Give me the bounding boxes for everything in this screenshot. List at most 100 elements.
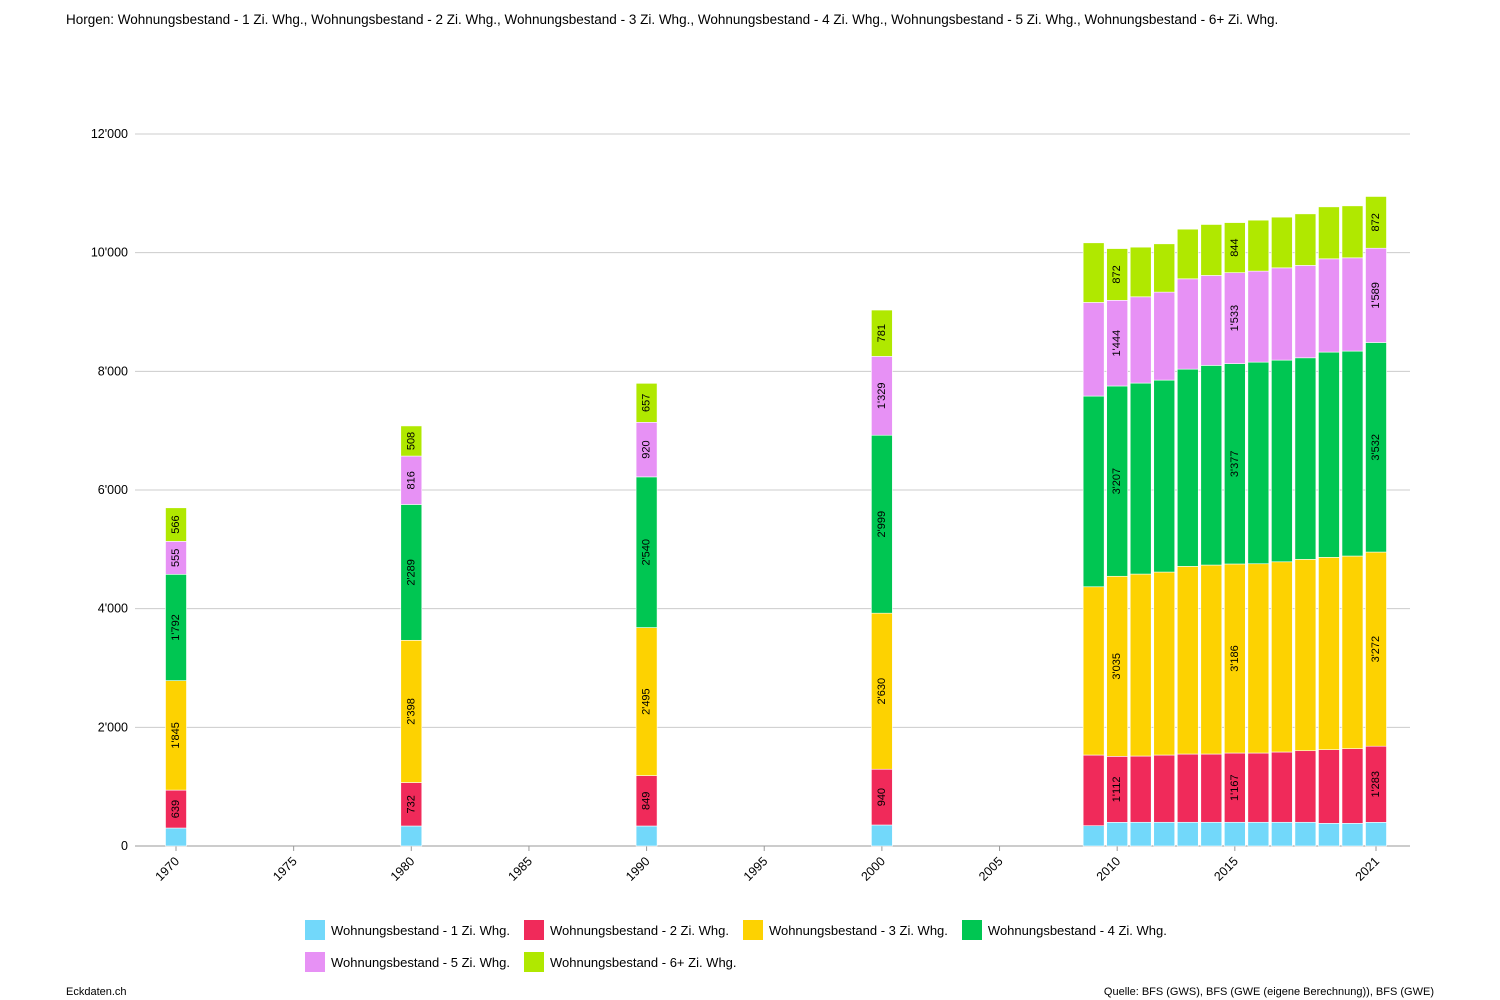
bar-segment [1200,564,1223,755]
bar-segment [1294,821,1317,847]
bar-segment [1318,206,1340,260]
bar-segment [1129,382,1152,575]
bar-segment [1200,753,1223,823]
legend-swatch [523,952,544,972]
y-tick-label: 6'000 [98,483,128,497]
footer-source: Quelle: BFS (GWS), BFS (GWE (eigene Bere… [1103,986,1434,998]
bar-segment [1176,278,1199,370]
legend-swatch [305,920,325,940]
legend-item[interactable]: Wohnungsbestand - 5 Zi. Whg. [305,952,510,972]
x-tick-label: 1995 [741,854,771,884]
bar-segment [1082,395,1105,588]
bar-segment [1247,219,1270,272]
data-label: 872 [1111,265,1123,283]
bar-segment [1176,821,1199,847]
bar-segment [1294,559,1317,752]
bar-segment [1294,265,1317,359]
x-tick-label: 1970 [153,854,183,884]
legend-item[interactable]: Wohnungsbestand - 2 Zi. Whg. [523,920,729,940]
bar-segment [1365,196,1387,249]
bar-segment [1271,821,1293,847]
legend-swatch [961,920,982,940]
data-label: 1'792 [170,614,182,641]
data-label: 3'186 [1229,645,1241,672]
data-label: 2'630 [876,678,888,705]
bar-segment [1082,302,1105,397]
bar-segment [871,824,893,847]
bar-segment [1153,571,1176,756]
bar-segment [1129,755,1152,823]
data-label: 566 [170,515,182,533]
bar-segment [635,825,658,847]
bar-segment [1247,563,1270,754]
legend-label: Wohnungsbestand - 4 Zi. Whg. [987,922,1167,938]
data-label: 3'207 [1111,468,1123,495]
data-label: 3'377 [1229,451,1241,478]
bar-segment [1106,248,1128,301]
bar-segment [1365,822,1387,847]
x-tick-label: 2015 [1211,854,1241,884]
data-label: 2'540 [641,539,653,566]
bar-segment [1341,205,1364,259]
bar-segment [1200,224,1223,276]
legend: Wohnungsbestand - 1 Zi. Whg. Wohnungsbest… [305,920,1225,972]
bar-segment [1318,557,1340,751]
data-label: 1'845 [170,722,182,749]
bar-segment [1129,573,1152,757]
bar-segment [1341,350,1364,557]
chart-title: Horgen: Wohnungsbestand - 1 Zi. Whg., Wo… [66,12,1279,27]
bar-segment [1082,242,1105,303]
bar-segment [1176,566,1199,755]
bar-segment [1318,749,1340,824]
x-tick-label: 2010 [1094,854,1124,884]
bar-segment [635,383,658,423]
legend-label: Wohnungsbestand - 2 Zi. Whg. [549,922,729,938]
legend-item[interactable]: Wohnungsbestand - 4 Zi. Whg. [961,920,1167,940]
bar-segment [1247,361,1270,565]
legend-item[interactable]: Wohnungsbestand - 6+ Zi. Whg. [523,952,737,972]
bar-segment [1106,822,1128,847]
data-label: 2'999 [876,511,888,538]
bar-segment [1153,379,1176,573]
bar-segment [1082,825,1105,847]
data-label: 781 [876,324,888,342]
x-tick-label: 1975 [270,854,300,884]
y-tick-label: 12'000 [91,127,128,141]
data-label: 1'589 [1370,282,1382,309]
data-label: 639 [170,800,182,818]
legend-item[interactable]: Wohnungsbestand - 3 Zi. Whg. [742,920,948,940]
bar-segment [1341,748,1364,824]
bar-segment [1200,821,1223,847]
bar-segment [1176,753,1199,823]
footer-brand: Eckdaten.ch [66,986,127,998]
data-label: 1'167 [1229,774,1241,801]
legend-label: Wohnungsbestand - 3 Zi. Whg. [768,922,948,938]
x-tick-label: 1990 [623,854,653,884]
x-tick-label: 2000 [858,854,888,884]
data-label: 940 [876,788,888,806]
legend-label: Wohnungsbestand - 5 Zi. Whg. [331,954,510,970]
x-tick-label: 2005 [976,854,1006,884]
data-label: 555 [170,549,182,567]
bar-segment [400,825,423,847]
bar-segment [1318,258,1340,353]
bar-segment [1294,213,1317,266]
bar-segment [1129,246,1152,298]
bar-segment [1271,359,1293,563]
x-tick-label: 2021 [1353,854,1383,884]
bar-segment [1176,228,1199,280]
bar-segment [1247,270,1270,363]
bar-segment [871,309,893,357]
bar-segment [1224,222,1246,273]
data-label: 872 [1370,213,1382,231]
legend-item[interactable]: Wohnungsbestand - 1 Zi. Whg. [305,920,510,940]
data-label: 1'444 [1111,330,1123,357]
bar-segment [1341,823,1364,847]
data-label: 1'112 [1111,776,1123,802]
bar-segment [1271,267,1293,361]
data-label: 657 [641,394,653,412]
x-tick-label: 1980 [388,854,418,884]
data-label: 1'283 [1370,771,1382,798]
data-label: 3'532 [1370,434,1382,461]
bar-segment [1200,275,1223,366]
